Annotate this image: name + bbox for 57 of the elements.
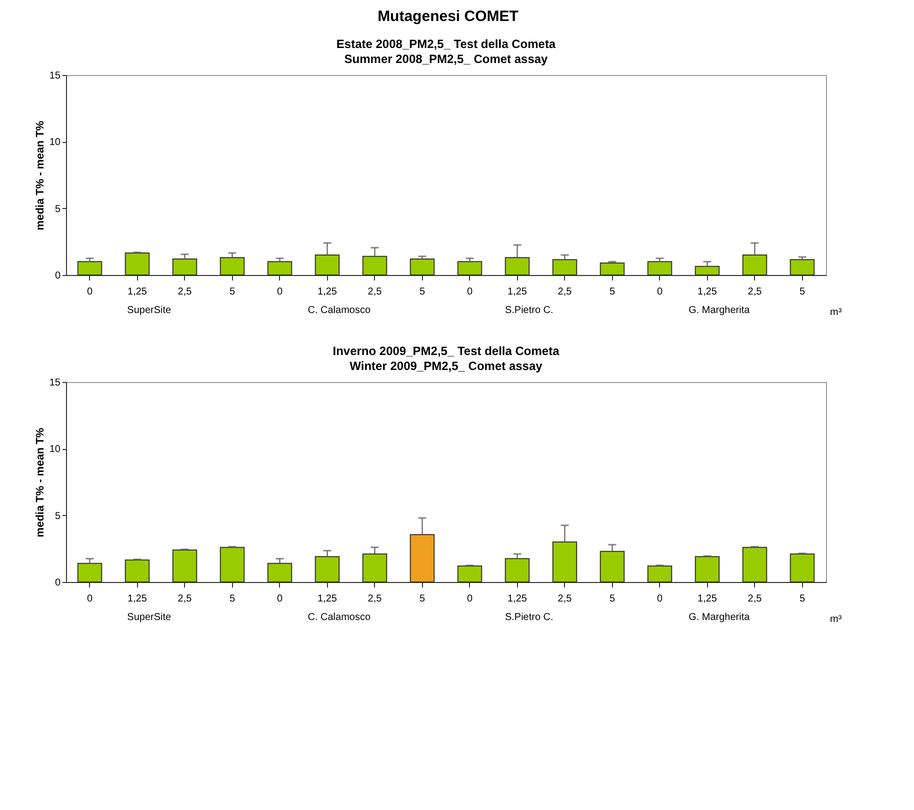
text: C. Calamosco: [308, 612, 371, 623]
chart-title: Inverno 2009_PM2,5_ Test della Cometa: [332, 344, 560, 358]
x-tick-label: 0: [276, 286, 283, 298]
x-tick-label: 5: [609, 594, 616, 604]
y-tick-label: 15: [49, 70, 61, 82]
x-tick-label: 1,25: [698, 594, 718, 604]
y-tick-label: 5: [54, 204, 61, 215]
x-tick-label: 5: [229, 286, 236, 298]
x-tick-label: 5: [229, 594, 236, 604]
y-tick-label: 10: [49, 137, 61, 148]
x-tick-label: 5: [799, 594, 806, 604]
x-tick-label: 2,5: [558, 594, 572, 604]
x-tick-label: 0: [466, 594, 473, 604]
x-tick-label: 2,5: [178, 286, 192, 298]
text: Mutagenesi COMET: [376, 8, 520, 25]
chart-subtitle: Summer 2008_PM2,5_ Comet assay: [344, 52, 548, 66]
x-tick-label: 1,25: [318, 594, 338, 604]
y-axis-title: media T% - mean T%: [34, 428, 46, 538]
x-tick-label: 2,5: [368, 286, 382, 298]
y-tick-label: 0: [54, 578, 61, 588]
x-tick-label: 2,5: [748, 594, 762, 604]
x-tick-label: 0: [656, 286, 663, 298]
x-tick-label: 5: [609, 286, 616, 298]
y-tick-label: 15: [49, 378, 61, 388]
x-tick-label: 1,25: [508, 594, 528, 604]
y-axis-title: media T% - mean T%: [34, 120, 46, 230]
text: C. Calamosco: [308, 305, 371, 316]
text: SuperSite: [127, 305, 172, 316]
y-tick-label: 5: [54, 510, 61, 522]
text: G. Margherita: [688, 612, 750, 623]
x-tick-label: 5: [799, 286, 806, 298]
text: S.Pietro C.: [504, 612, 554, 623]
x-tick-label: 0: [656, 594, 663, 604]
x-tick-label: 1,25: [128, 594, 148, 604]
chart-subtitle: Winter 2009_PM2,5_ Comet assay: [350, 359, 543, 373]
x-axis-title: m³: [830, 307, 842, 318]
chart-title: Estate 2008_PM2,5_ Test della Cometa: [336, 37, 556, 51]
x-tick-label: 2,5: [368, 594, 382, 604]
x-tick-label: 0: [86, 594, 93, 604]
text: SuperSite: [127, 612, 172, 623]
x-axis-title: m³: [830, 614, 842, 625]
x-tick-label: 5: [419, 286, 426, 298]
x-tick-label: 0: [466, 286, 473, 298]
text: S.Pietro C.: [504, 305, 554, 316]
x-tick-label: 2,5: [558, 286, 572, 298]
x-tick-label: 1,25: [128, 286, 148, 298]
x-tick-label: 5: [419, 594, 426, 604]
x-tick-label: 2,5: [178, 594, 192, 604]
x-tick-label: 1,25: [508, 286, 528, 298]
x-tick-label: 0: [276, 594, 283, 604]
x-tick-label: 1,25: [698, 286, 718, 298]
x-tick-label: 0: [86, 286, 93, 298]
x-tick-label: 1,25: [318, 286, 338, 298]
y-tick-label: 10: [49, 444, 61, 456]
y-tick-label: 0: [54, 270, 61, 282]
text: G. Margherita: [688, 305, 750, 316]
x-tick-label: 2,5: [748, 286, 762, 298]
